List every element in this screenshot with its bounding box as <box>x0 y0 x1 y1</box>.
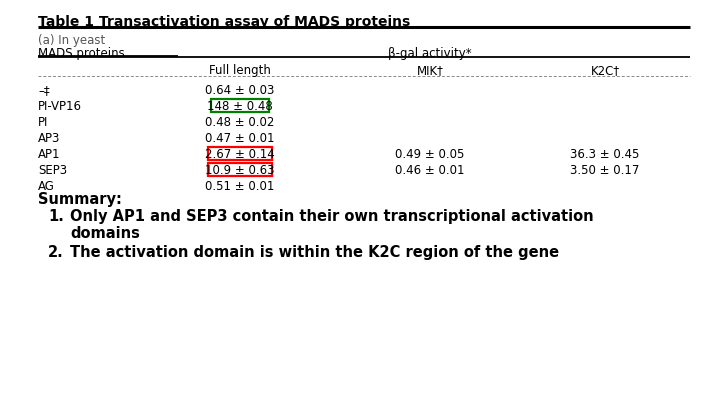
Text: 2.67 ± 0.14: 2.67 ± 0.14 <box>205 148 275 161</box>
Text: Only AP1 and SEP3 contain their own transcriptional activation: Only AP1 and SEP3 contain their own tran… <box>70 209 593 224</box>
Text: Summary:: Summary: <box>38 192 122 207</box>
Text: SEP3: SEP3 <box>38 164 67 177</box>
Text: 3.50 ± 0.17: 3.50 ± 0.17 <box>570 164 639 177</box>
Text: 1.: 1. <box>48 209 64 224</box>
Text: 0.47 ± 0.01: 0.47 ± 0.01 <box>205 132 275 145</box>
Text: AG: AG <box>38 180 55 193</box>
Text: 0.48 ± 0.02: 0.48 ± 0.02 <box>205 116 275 129</box>
Text: Table 1 Transactivation assay of MADS proteins: Table 1 Transactivation assay of MADS pr… <box>38 15 410 29</box>
Bar <box>208 163 271 176</box>
Text: (a) In yeast: (a) In yeast <box>38 34 105 47</box>
Bar <box>208 147 271 160</box>
Text: 0.64 ± 0.03: 0.64 ± 0.03 <box>205 84 275 97</box>
Text: MIK†: MIK† <box>417 64 444 77</box>
Text: β-gal activity*: β-gal activity* <box>388 47 472 60</box>
Text: AP1: AP1 <box>38 148 60 161</box>
Text: Full length: Full length <box>209 64 271 77</box>
Text: The activation domain is within the K2C region of the gene: The activation domain is within the K2C … <box>70 245 559 260</box>
Bar <box>211 99 269 112</box>
Text: AP3: AP3 <box>38 132 60 145</box>
Text: 0.49 ± 0.05: 0.49 ± 0.05 <box>395 148 464 161</box>
Text: K2C†: K2C† <box>590 64 620 77</box>
Text: 148 ± 0.48: 148 ± 0.48 <box>207 100 273 113</box>
Text: 0.46 ± 0.01: 0.46 ± 0.01 <box>395 164 464 177</box>
Text: domains: domains <box>70 226 140 241</box>
Text: PI-VP16: PI-VP16 <box>38 100 82 113</box>
Text: 36.3 ± 0.45: 36.3 ± 0.45 <box>570 148 639 161</box>
Text: PI: PI <box>38 116 48 129</box>
Text: MADS proteins: MADS proteins <box>38 47 125 60</box>
Text: –‡: –‡ <box>38 84 50 97</box>
Text: 2.: 2. <box>48 245 64 260</box>
Text: 0.51 ± 0.01: 0.51 ± 0.01 <box>205 180 275 193</box>
Text: 10.9 ± 0.63: 10.9 ± 0.63 <box>205 164 275 177</box>
